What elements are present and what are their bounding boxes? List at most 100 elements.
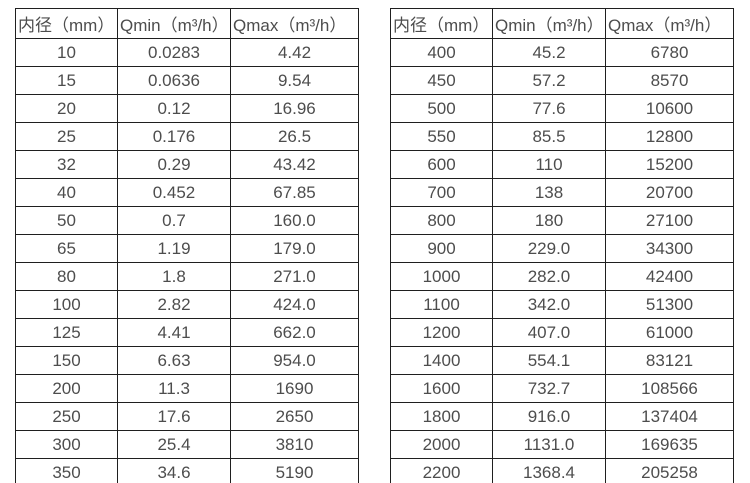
table-cell: 407.0 (492, 318, 606, 347)
table-cell: 200 (15, 374, 118, 403)
table-row: 50 0.7 160.0 (15, 206, 359, 235)
table-cell: 0.176 (117, 122, 231, 151)
table-cell: 10600 (605, 94, 734, 123)
table-cell: 85.5 (492, 122, 606, 151)
table-cell: 916.0 (492, 402, 606, 431)
table-cell: 169635 (605, 430, 734, 459)
table-cell: 1.8 (117, 262, 231, 291)
table-cell: 150 (15, 346, 118, 375)
table-cell: 6.63 (117, 346, 231, 375)
table-cell: 0.29 (117, 150, 231, 179)
table-cell: 2650 (230, 402, 359, 431)
table-row: 500 77.6 10600 (390, 94, 734, 123)
table-row: 800 180 27100 (390, 206, 734, 235)
table-cell: 43.42 (230, 150, 359, 179)
table-cell: 700 (390, 178, 493, 207)
table-cell: 600 (390, 150, 493, 179)
table-cell: 205258 (605, 458, 734, 483)
table-cell: 6780 (605, 38, 734, 67)
table-row: 40 0.452 67.85 (15, 178, 359, 207)
table-cell: 550 (390, 122, 493, 151)
table-cell: 45.2 (492, 38, 606, 67)
table-cell: 5190 (230, 458, 359, 483)
table-cell: 2200 (390, 458, 493, 483)
table-cell: 4.41 (117, 318, 231, 347)
table-cell: 40 (15, 178, 118, 207)
flow-spec-table-left: 内径（mm） Qmin（m³/h） Qmax（m³/h） 10 0.0283 4.4… (15, 8, 359, 483)
table-cell: 0.12 (117, 94, 231, 123)
table-row: 350 34.6 5190 (15, 458, 359, 483)
table-cell: 11.3 (117, 374, 231, 403)
table-cell: 26.5 (230, 122, 359, 151)
flow-spec-table-right: 内径（mm） Qmin（m³/h） Qmax（m³/h） 400 45.2 6780… (390, 8, 734, 483)
table-cell: 32 (15, 150, 118, 179)
table-cell: 77.6 (492, 94, 606, 123)
table-cell: 65 (15, 234, 118, 263)
table-cell: 80 (15, 262, 118, 291)
table-cell: 554.1 (492, 346, 606, 375)
table-cell: 179.0 (230, 234, 359, 263)
table-row: 2000 1131.0 169635 (390, 430, 734, 459)
table-cell: 900 (390, 234, 493, 263)
column-header-diameter: 内径（mm） (15, 8, 118, 39)
table-cell: 42400 (605, 262, 734, 291)
table-row: 1200 407.0 61000 (390, 318, 734, 347)
table-cell: 800 (390, 206, 493, 235)
table-row: 1400 554.1 83121 (390, 346, 734, 375)
table-cell: 138 (492, 178, 606, 207)
table-row: 300 25.4 3810 (15, 430, 359, 459)
table-cell: 9.54 (230, 66, 359, 95)
column-header-qmax: Qmax（m³/h） (230, 8, 359, 39)
table-cell: 25.4 (117, 430, 231, 459)
table-cell: 4.42 (230, 38, 359, 67)
table-cell: 954.0 (230, 346, 359, 375)
table-cell: 2.82 (117, 290, 231, 319)
table-row: 32 0.29 43.42 (15, 150, 359, 179)
table-cell: 61000 (605, 318, 734, 347)
table-cell: 1000 (390, 262, 493, 291)
table-row: 15 0.0636 9.54 (15, 66, 359, 95)
table-cell: 282.0 (492, 262, 606, 291)
table-cell: 662.0 (230, 318, 359, 347)
table-cell: 160.0 (230, 206, 359, 235)
table-row: 900 229.0 34300 (390, 234, 734, 263)
column-header-qmin: Qmin（m³/h） (492, 8, 606, 39)
table-cell: 1400 (390, 346, 493, 375)
table-row: 200 11.3 1690 (15, 374, 359, 403)
table-cell: 10 (15, 38, 118, 67)
table-cell: 424.0 (230, 290, 359, 319)
table-row: 600 110 15200 (390, 150, 734, 179)
table-cell: 108566 (605, 374, 734, 403)
table-cell: 0.7 (117, 206, 231, 235)
table-cell: 180 (492, 206, 606, 235)
table-row: 1800 916.0 137404 (390, 402, 734, 431)
table-cell: 500 (390, 94, 493, 123)
table-row: 65 1.19 179.0 (15, 234, 359, 263)
table-row: 20 0.12 16.96 (15, 94, 359, 123)
column-header-diameter: 内径（mm） (390, 8, 493, 39)
table-cell: 350 (15, 458, 118, 483)
table-cell: 20 (15, 94, 118, 123)
table-cell: 1131.0 (492, 430, 606, 459)
table-row: 10 0.0283 4.42 (15, 38, 359, 67)
table-row: 150 6.63 954.0 (15, 346, 359, 375)
table-body-left: 10 0.0283 4.42 15 0.0636 9.54 20 0.12 16.96 25 0.1… (15, 38, 359, 483)
table-cell: 34.6 (117, 458, 231, 483)
table-cell: 0.452 (117, 178, 231, 207)
table-row: 125 4.41 662.0 (15, 318, 359, 347)
table-cell: 57.2 (492, 66, 606, 95)
table-cell: 137404 (605, 402, 734, 431)
table-row: 1000 282.0 42400 (390, 262, 734, 291)
table-cell: 20700 (605, 178, 734, 207)
table-row: 450 57.2 8570 (390, 66, 734, 95)
table-cell: 1800 (390, 402, 493, 431)
table-cell: 25 (15, 122, 118, 151)
column-header-qmax: Qmax（m³/h） (605, 8, 734, 39)
table-cell: 50 (15, 206, 118, 235)
table-cell: 83121 (605, 346, 734, 375)
table-cell: 34300 (605, 234, 734, 263)
table-cell: 27100 (605, 206, 734, 235)
table-cell: 0.0636 (117, 66, 231, 95)
table-header-row-left: 内径（mm） Qmin（m³/h） Qmax（m³/h） (15, 8, 359, 39)
